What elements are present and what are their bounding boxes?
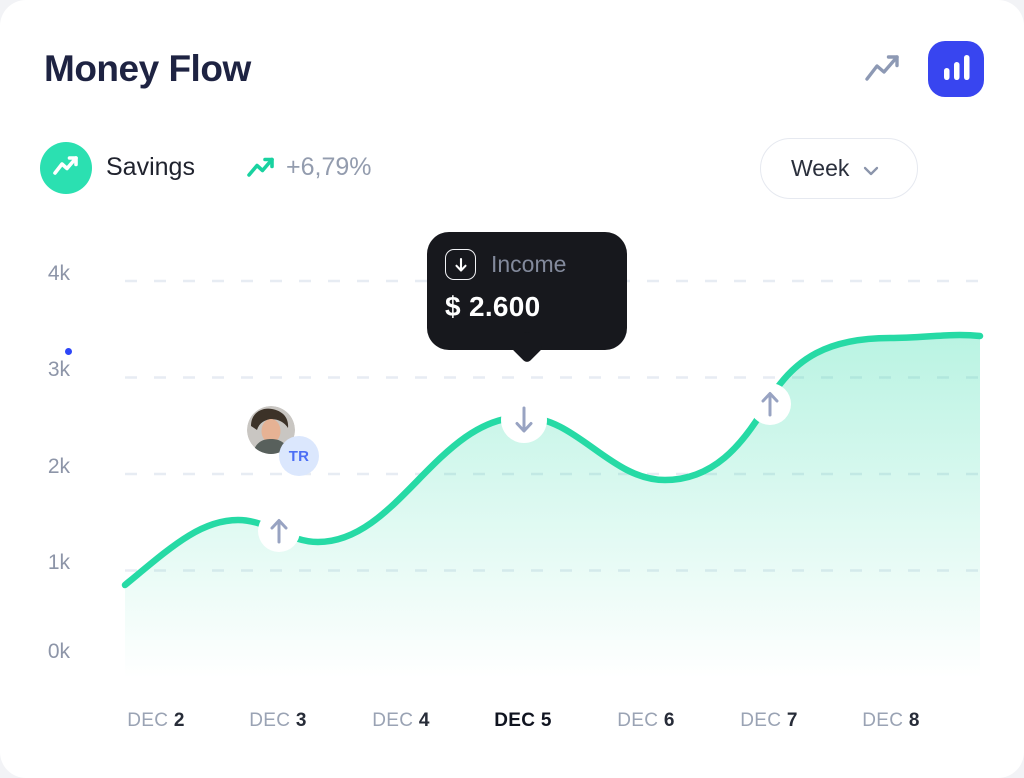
period-value: Week [791,155,850,181]
period-dropdown[interactable]: Week [760,138,918,199]
y-axis-label: 1k [47,551,70,574]
y-axis-label: 4k [47,262,70,285]
bar-chart-view-button[interactable] [928,41,984,97]
savings-area [125,335,980,678]
y-axis-label: 3k [47,358,70,381]
cursor-dot [65,348,72,355]
income-tooltip: Income $ 2.600 [427,232,627,350]
change-percent: +6,79% [286,153,372,181]
avatar-badge[interactable]: TR [279,436,319,476]
page-title: Money Flow [44,48,251,89]
x-axis-label-dec5-active: DEC 5 [494,710,552,731]
chevron-down-icon [863,155,891,182]
x-axis-label-dec8: DEC 8 [862,710,920,731]
marker-up-dec3[interactable] [258,510,300,552]
trend-up-icon [246,156,276,185]
series-label: Savings [106,153,195,181]
y-axis-label: 2k [47,455,70,478]
x-axis-label-dec4: DEC 4 [372,710,430,731]
x-axis-label-dec7: DEC 7 [740,710,798,731]
tooltip-value: $ 2.600 [445,291,541,322]
marker-up-dec7[interactable] [749,383,791,425]
arrow-down-icon [445,249,476,280]
line-chart-icon [864,53,902,86]
bar-chart-icon [928,40,984,99]
trend-up-icon [52,155,80,182]
chart-view-toggle [864,41,984,97]
savings-badge [40,142,92,194]
x-axis-label-dec3: DEC 3 [249,710,307,731]
y-axis-label: 0k [47,640,70,663]
x-axis-label-dec6: DEC 6 [617,710,675,731]
savings-line [121,331,984,589]
marker-down-dec5[interactable] [501,397,547,443]
tooltip-label: Income [491,251,567,277]
x-axis-label-dec2: DEC 2 [127,710,185,731]
line-chart-view-button[interactable] [864,53,902,86]
